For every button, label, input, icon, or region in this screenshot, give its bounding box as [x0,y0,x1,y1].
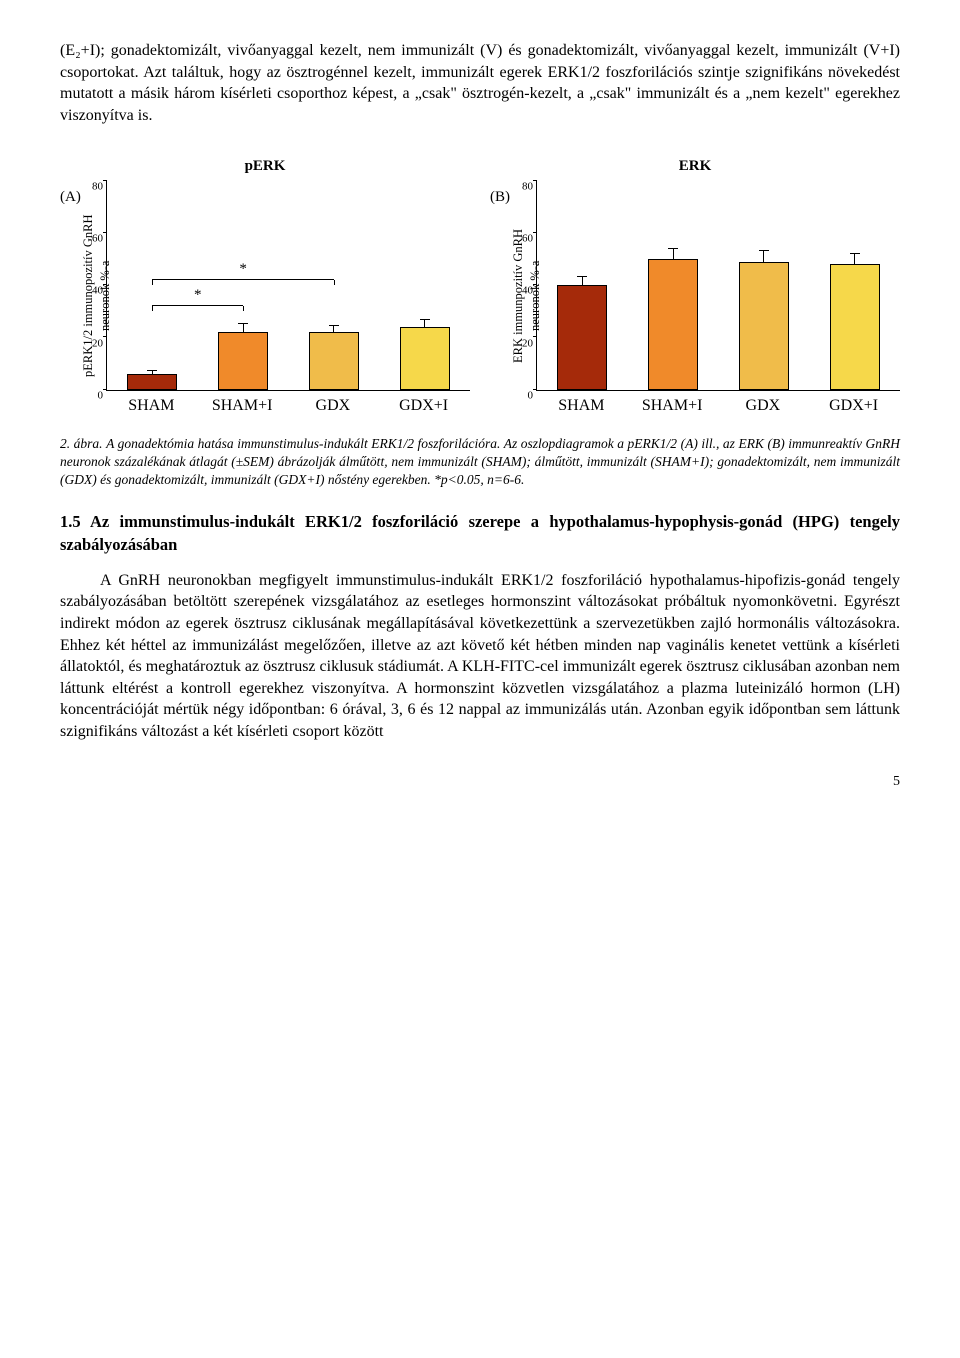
section-heading: 1.5 Az immunstimulus-indukált ERK1/2 fos… [60,511,900,556]
chart-B: ERK (B) ERK immunpozitív GnRH neuronok %… [490,156,900,410]
figure-caption: 2. ábra. A gonadektómia hatása immunstim… [60,435,900,490]
caption-bold: A gonadektómia hatása immunstimulus-indu… [106,436,500,451]
chart-A-title: pERK [60,156,470,176]
chart-B-xlabels: SHAMSHAM+IGDXGDX+I [536,395,900,411]
body-paragraph: A GnRH neuronokban megfigyelt immunstimu… [60,570,900,743]
chart-A-xlabels: SHAMSHAM+IGDXGDX+I [106,395,470,411]
chart-A: pERK (A) pERK1/2 immunopozitív GnRH neur… [60,156,470,410]
intro-paragraph: (E₂+I); gonadektomizált, vivőanyaggal ke… [60,40,900,126]
chart-A-plot: 020406080** [106,181,470,391]
caption-label: 2. ábra. [60,436,103,451]
chart-B-plot: 020406080 [536,181,900,391]
figure-row: pERK (A) pERK1/2 immunopozitív GnRH neur… [60,156,900,410]
page-number: 5 [60,773,900,792]
chart-B-title: ERK [490,156,900,176]
